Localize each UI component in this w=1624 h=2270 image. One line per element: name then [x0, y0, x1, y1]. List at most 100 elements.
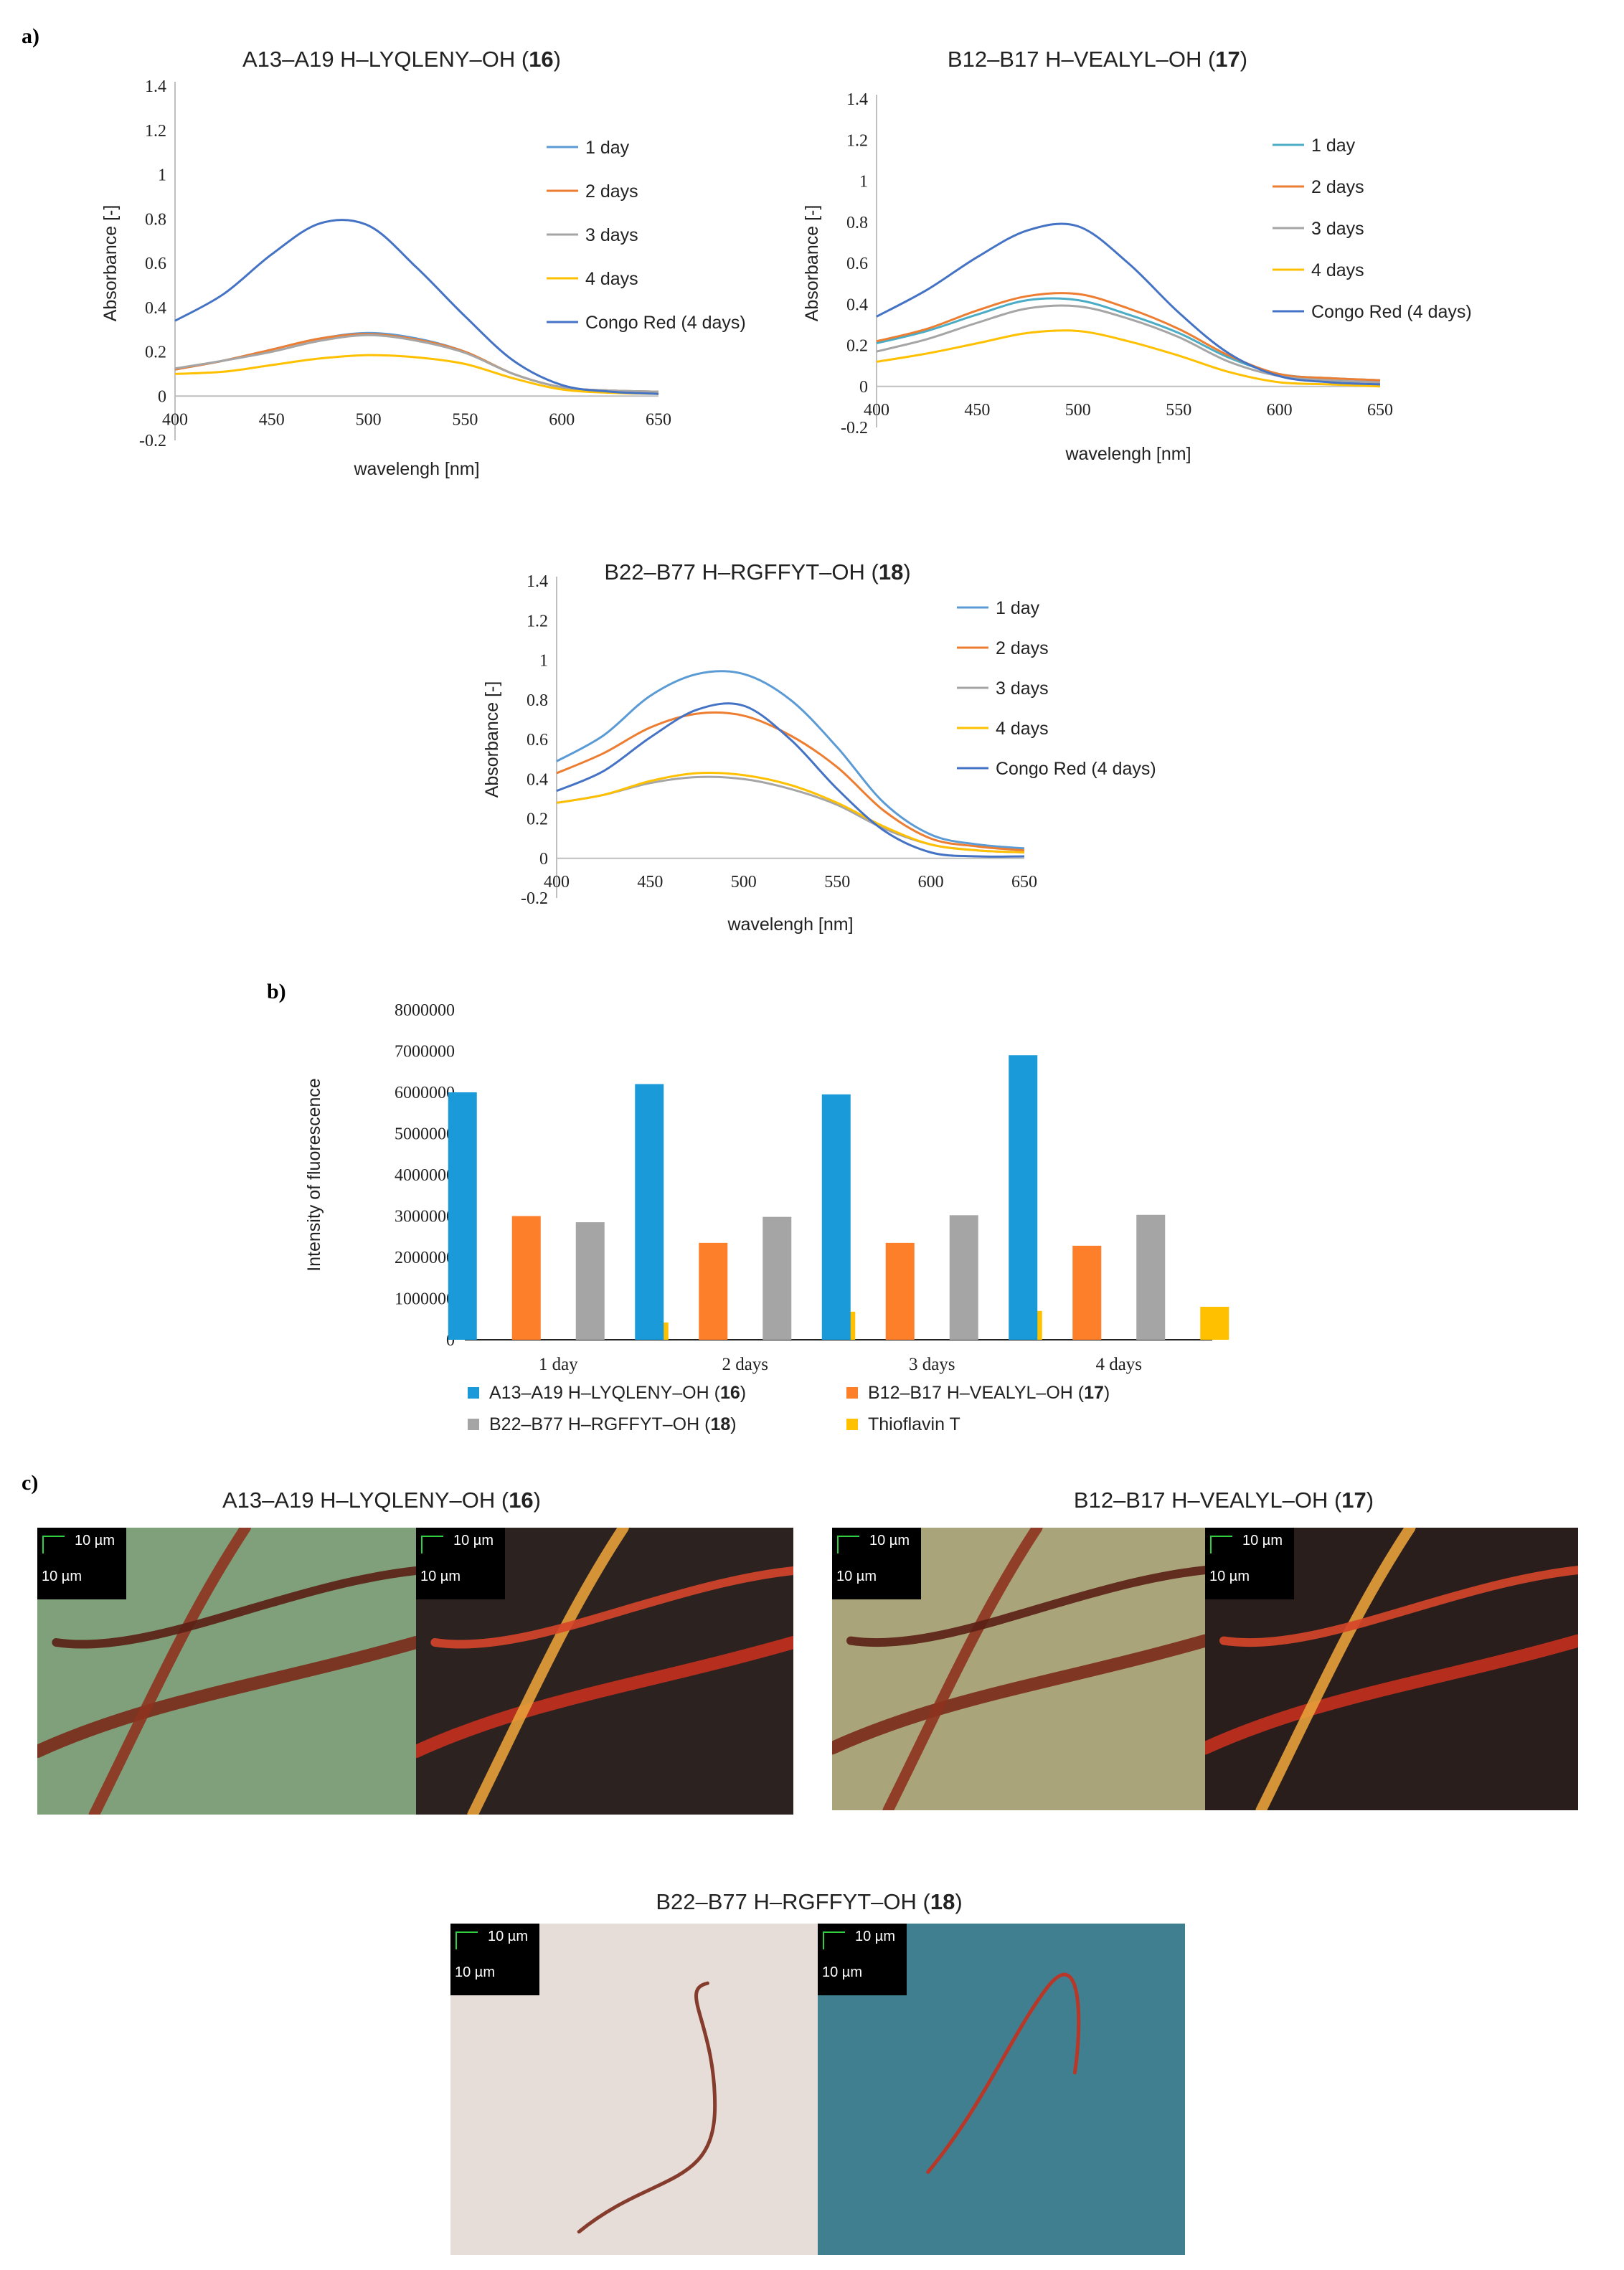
- scale-label: 10 µm: [455, 1964, 495, 1980]
- series-line: [876, 222, 1381, 386]
- scale-label: 10 µm: [420, 1569, 461, 1584]
- chart-title: B12–B17 H–VEALYL–OH (17): [948, 47, 1247, 72]
- y-tick-label: 4000000: [395, 1166, 455, 1185]
- scale-bar: [42, 1536, 65, 1553]
- y-tick-label: 0: [158, 387, 166, 406]
- scale-bar-text: 10 µm: [855, 1929, 895, 1944]
- y-tick-label: 1.2: [846, 131, 868, 150]
- y-tick-label: 1.4: [846, 90, 868, 109]
- scale-bar-box: [832, 1528, 921, 1599]
- series-line: [876, 297, 1381, 382]
- fiber-strand: [1255, 1528, 1416, 1810]
- legend-entry: 4 days: [1311, 260, 1364, 280]
- micrograph-bright-field: 10 µm 10 µm: [450, 1924, 818, 2255]
- bar: [885, 1242, 915, 1340]
- fiber-strand: [882, 1528, 1043, 1810]
- series-line: [174, 219, 659, 395]
- series-line: [174, 333, 659, 393]
- series-line: [556, 711, 1025, 852]
- micrograph-polarized: 10 µm 10 µm: [416, 1528, 793, 1815]
- y-tick-label: 1.4: [145, 77, 166, 96]
- micrograph-title: B12–B17 H–VEALYL–OH (17): [1074, 1488, 1374, 1513]
- scale-label: 10 µm: [822, 1964, 862, 1980]
- y-tick-label: 1: [859, 173, 868, 191]
- chart-title: B22–B77 H–RGFFYT–OH (18): [604, 559, 910, 585]
- x-tick-label: 450: [637, 873, 663, 892]
- legend-entry: 2 days: [996, 638, 1049, 658]
- x-tick-label: 2 days: [722, 1355, 768, 1374]
- legend-swatch: [846, 1387, 858, 1399]
- fiber-strand: [1219, 1566, 1578, 1647]
- y-tick-label: 0.6: [527, 731, 548, 749]
- y-tick-label: 1.2: [527, 612, 548, 630]
- x-tick-label: 500: [1065, 401, 1091, 420]
- scale-bar-text: 10 µm: [1242, 1533, 1283, 1548]
- bar: [635, 1084, 664, 1340]
- panel-label-a: a): [22, 24, 39, 48]
- y-axis-label: Absorbance [-]: [802, 205, 822, 322]
- legend-entry: 1 day: [1311, 136, 1356, 156]
- x-tick-label: 500: [731, 873, 757, 892]
- x-tick-label: 450: [964, 401, 990, 420]
- scale-label: 10 µm: [42, 1569, 82, 1584]
- y-tick-label: 1.4: [527, 572, 548, 591]
- y-tick-label: 7000000: [395, 1043, 455, 1061]
- y-axis-label: Intensity of fluorescence: [304, 1078, 324, 1272]
- series-line: [876, 292, 1381, 382]
- series-line: [556, 670, 1025, 850]
- x-tick-label: 550: [824, 873, 850, 892]
- legend-entry: 3 days: [1311, 219, 1364, 239]
- x-axis-label: wavelengh [nm]: [353, 459, 479, 479]
- bar: [448, 1092, 477, 1340]
- legend-entry: Congo Red (4 days): [585, 313, 746, 333]
- fiber-strand: [926, 1972, 1081, 2174]
- x-tick-label: 650: [1011, 873, 1037, 892]
- bar: [511, 1216, 541, 1340]
- legend-entry: 3 days: [585, 225, 638, 245]
- micrograph-polarized: 10 µm 10 µm: [1205, 1528, 1578, 1810]
- x-tick-label: 600: [549, 410, 575, 429]
- absorbance-chart-16: A13–A19 H–LYQLENY–OH (16) 1.4 1.2 1 0.8 0.6 0.…: [100, 47, 746, 479]
- x-axis-label: wavelengh [nm]: [1064, 444, 1191, 464]
- scale-label: 10 µm: [1209, 1569, 1250, 1584]
- legend-entry: B22–B77 H–RGFFYT–OH (18): [489, 1414, 737, 1434]
- fluorescence-bar-chart: 8000000 7000000 6000000 5000000 4000000 30000…: [304, 1001, 1229, 1434]
- legend-entry: B12–B17 H–VEALYL–OH (17): [868, 1383, 1110, 1403]
- scale-bar-text: 10 µm: [869, 1533, 910, 1548]
- y-tick-label: 5000000: [395, 1125, 455, 1144]
- y-tick-label: 3000000: [395, 1208, 455, 1226]
- x-tick-label: 550: [452, 410, 478, 429]
- legend-swatch: [468, 1387, 479, 1399]
- micrograph-bright-field: 10 µm 10 µm: [37, 1528, 416, 1815]
- scale-bar: [455, 1931, 478, 1949]
- scale-bar-text: 10 µm: [453, 1533, 494, 1548]
- x-tick-label: 500: [356, 410, 382, 429]
- x-tick-label: 600: [1267, 401, 1293, 420]
- panel-label-b: b): [267, 980, 286, 1003]
- legend-entry: 3 days: [996, 678, 1049, 699]
- y-tick-label: 1: [539, 652, 548, 671]
- y-tick-label: 1: [158, 166, 166, 185]
- y-tick-label: 0: [859, 378, 868, 397]
- fiber-strand: [1205, 1634, 1578, 1755]
- y-tick-label: 0.2: [846, 337, 868, 356]
- y-tick-label: 0.4: [145, 299, 166, 318]
- bar: [699, 1242, 728, 1340]
- x-tick-label: 3 days: [909, 1355, 955, 1374]
- fiber-strand: [37, 1636, 416, 1758]
- panel-label-c: c): [22, 1471, 38, 1495]
- series-line: [876, 329, 1381, 388]
- x-axis-label: wavelengh [nm]: [727, 914, 853, 935]
- bar: [1009, 1055, 1038, 1340]
- scale-bar-box: [416, 1528, 505, 1599]
- micrograph-polarized: 10 µm 10 µm: [818, 1924, 1185, 2255]
- fiber-strand: [52, 1566, 416, 1649]
- series-line: [556, 702, 1025, 858]
- legend-entry: 2 days: [1311, 177, 1364, 197]
- x-tick-label: 600: [918, 873, 944, 892]
- bar: [1200, 1307, 1229, 1340]
- y-tick-label: 1000000: [395, 1290, 455, 1309]
- legend-entry: Congo Red (4 days): [1311, 302, 1472, 322]
- legend-entry: 4 days: [585, 269, 638, 289]
